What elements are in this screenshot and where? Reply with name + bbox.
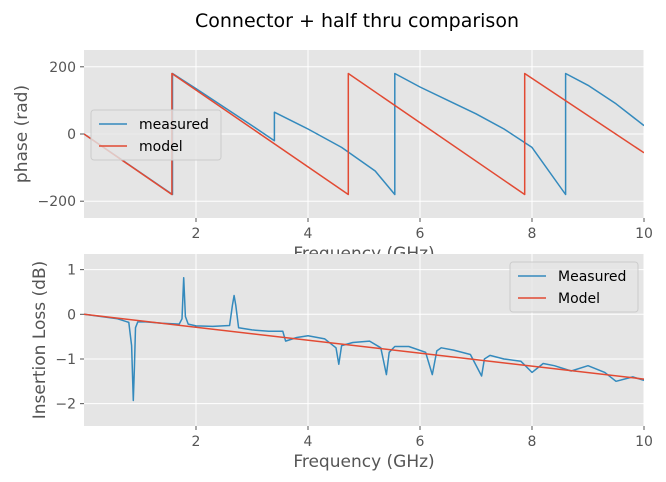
y-tick-label: −200	[38, 194, 76, 210]
x-tick-label: 10	[635, 226, 653, 242]
legend-label: model	[139, 139, 183, 155]
legend-frame	[90, 109, 222, 161]
series-group	[84, 276, 644, 402]
y-tick-label: 200	[49, 60, 76, 76]
y-tick-label: 1	[67, 263, 76, 279]
legend: Measured Model	[509, 261, 639, 313]
series-line-measured	[84, 72, 644, 196]
insertion-loss-axes: 2 4 6 8 10 −2 −1 0 1 Frequency (GHz) Insertion Los…	[30, 254, 653, 472]
x-tick-label: 8	[528, 226, 537, 242]
x-tick-label: 8	[528, 434, 537, 450]
x-tick-label: 6	[416, 226, 425, 242]
x-tick-label: 6	[416, 434, 425, 450]
y-axis-label: phase (rad)	[12, 85, 32, 183]
legend-label: measured	[139, 117, 209, 133]
y-tick-label: −2	[55, 397, 76, 413]
y-axis-label: Insertion Loss (dB)	[30, 261, 50, 419]
legend: measured model	[90, 109, 222, 161]
y-tick-label: 0	[67, 127, 76, 143]
series-group	[84, 72, 644, 196]
x-tick-label: 2	[192, 434, 201, 450]
x-tick-label: 4	[304, 226, 313, 242]
y-tick-label: 0	[67, 307, 76, 323]
x-tick-label: 10	[635, 434, 653, 450]
series-line-model	[84, 72, 644, 196]
x-tick-label: 4	[304, 434, 313, 450]
legend-label: Measured	[558, 269, 626, 285]
legend-label: Model	[558, 291, 600, 307]
y-tick-label: −1	[55, 352, 76, 368]
series-line-model	[84, 313, 644, 380]
legend-frame	[509, 261, 639, 313]
x-axis-label: Frequency (GHz)	[293, 452, 434, 472]
x-tick-label: 2	[192, 226, 201, 242]
figure-title: Connector + half thru comparison	[195, 10, 519, 32]
